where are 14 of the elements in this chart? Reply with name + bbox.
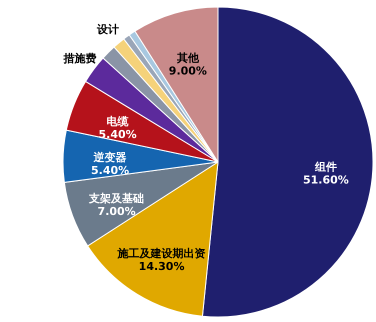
slice-label: 措施费 bbox=[62, 52, 97, 66]
data-label: 9.00% bbox=[168, 64, 207, 78]
data-label: 5.40% bbox=[90, 164, 130, 177]
slice-label: 施工及建设期出资 bbox=[116, 247, 206, 260]
data-label: 7.00% bbox=[98, 205, 136, 218]
slice-label: 设计 bbox=[96, 22, 119, 36]
slice-label: 电缆 bbox=[106, 115, 130, 128]
data-label: 14.30% bbox=[138, 260, 184, 274]
slice-label: 其他 bbox=[176, 51, 200, 64]
slice-label: 组件 bbox=[314, 160, 337, 174]
slice-label: 逆变器 bbox=[92, 150, 127, 164]
data-label: 51.60% bbox=[302, 173, 349, 186]
data-label: 5.40% bbox=[98, 128, 137, 142]
slice-label: 支架及基础 bbox=[88, 192, 144, 206]
